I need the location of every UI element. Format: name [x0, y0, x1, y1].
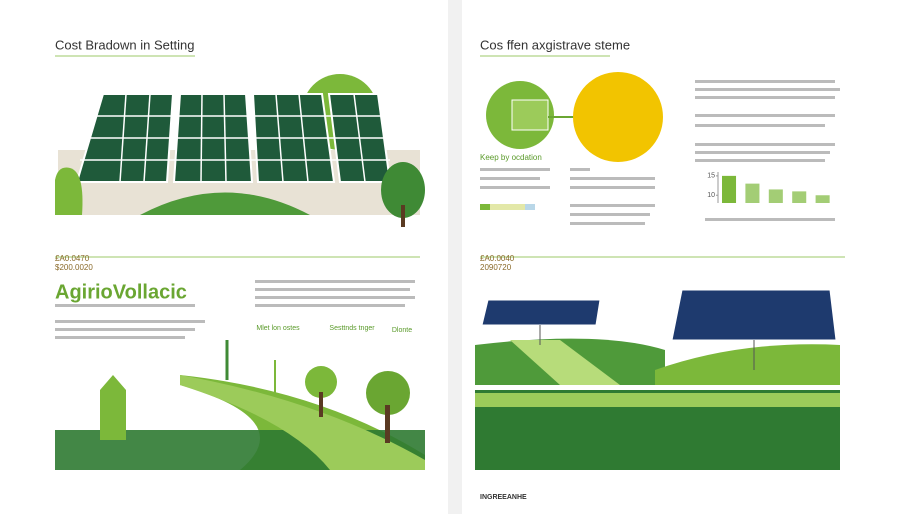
text-lines — [480, 80, 840, 225]
swatch — [480, 204, 490, 210]
swatch — [490, 204, 525, 210]
label: Dlonte — [392, 327, 412, 334]
subheading: Keep by ocdation — [480, 153, 542, 162]
spine — [448, 0, 462, 514]
label: Mlet lon ostes — [256, 325, 300, 332]
crop-tops — [475, 393, 840, 407]
bar — [745, 183, 760, 203]
price: £A0.0040 — [480, 254, 515, 263]
bar — [722, 175, 737, 203]
field — [655, 344, 840, 385]
trunk — [401, 205, 405, 227]
barn — [100, 375, 126, 440]
price: 2090720 — [480, 263, 512, 272]
bar — [815, 195, 830, 203]
label: Sesttnds tnger — [329, 325, 375, 332]
mini-chart: 10 15 — [707, 172, 830, 203]
y-tick-label: 10 — [707, 192, 715, 199]
heading: AgirioVollacic — [55, 281, 187, 303]
right-title: Cos ffen axgistrave steme — [480, 37, 630, 52]
hill — [140, 192, 310, 215]
tree — [381, 162, 425, 218]
solar-panel — [481, 299, 601, 326]
panel-grid — [80, 93, 390, 183]
solar-panel — [671, 289, 837, 341]
trunk — [319, 392, 323, 417]
bush — [55, 167, 83, 215]
box — [511, 99, 549, 131]
sun — [573, 72, 663, 162]
bar — [792, 191, 807, 203]
swatch — [525, 204, 535, 210]
left-title: Cost Bradown in Setting — [55, 37, 194, 52]
price: £A0.0470 — [55, 254, 90, 263]
price: $200.0020 — [55, 263, 93, 272]
footer: INGREEANHE — [480, 494, 527, 501]
y-tick-label: 15 — [707, 173, 715, 180]
tree — [366, 371, 410, 415]
trunk — [385, 405, 390, 443]
tree — [305, 366, 337, 398]
stripes — [510, 340, 620, 385]
bar — [768, 189, 783, 203]
slope-light — [180, 375, 425, 470]
text-lines — [55, 280, 415, 339]
